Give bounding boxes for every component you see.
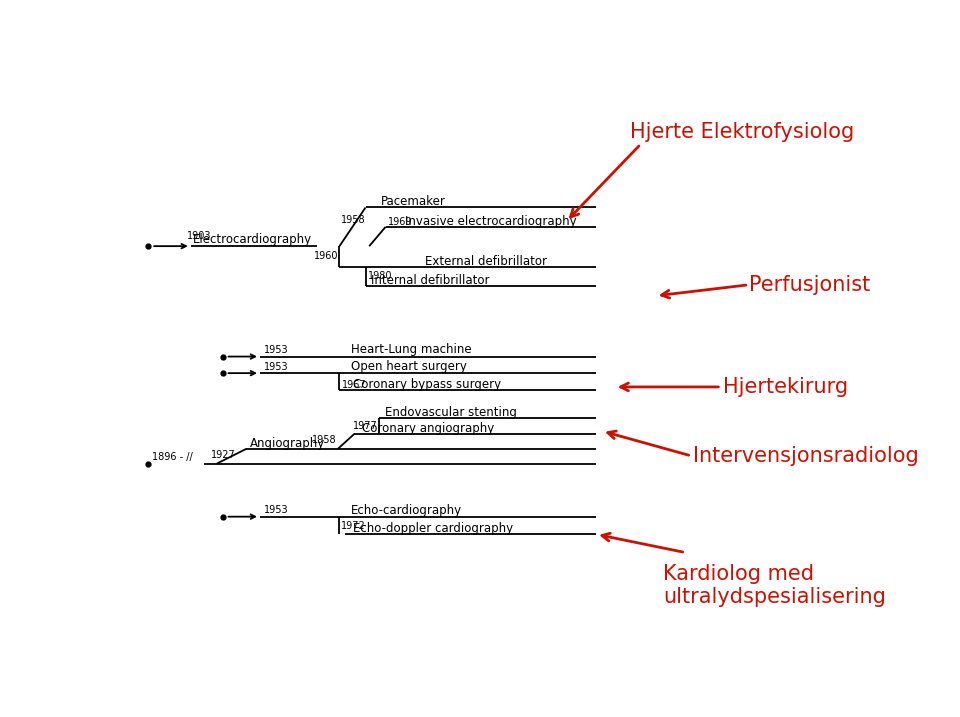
Text: Intervensjonsradiolog: Intervensjonsradiolog [693, 446, 919, 466]
Text: 1960: 1960 [314, 250, 338, 260]
Text: 1953: 1953 [264, 345, 288, 355]
Text: 1972: 1972 [341, 521, 366, 531]
Text: 1958: 1958 [341, 216, 366, 225]
Text: 1980: 1980 [368, 270, 393, 280]
Text: 1977: 1977 [352, 421, 377, 431]
Text: Coronary angiography: Coronary angiography [362, 422, 494, 435]
Text: Hjertekirurg: Hjertekirurg [723, 377, 848, 397]
Text: Perfusjonist: Perfusjonist [749, 275, 870, 295]
Text: 1953: 1953 [264, 361, 288, 371]
Text: 1969: 1969 [388, 217, 413, 227]
Text: Heart-Lung machine: Heart-Lung machine [350, 343, 471, 356]
Text: Electrocardiography: Electrocardiography [193, 233, 312, 246]
Text: 1967: 1967 [342, 380, 367, 390]
Text: Pacemaker: Pacemaker [380, 196, 445, 209]
Text: Hjerte Elektrofysiolog: Hjerte Elektrofysiolog [630, 122, 853, 142]
Text: 1927: 1927 [211, 450, 235, 460]
Text: Echo-cardiography: Echo-cardiography [350, 503, 462, 516]
Text: External defibrillator: External defibrillator [425, 255, 547, 268]
Text: 1896 - //: 1896 - // [152, 452, 193, 462]
Text: 1953: 1953 [264, 505, 288, 515]
Text: Invasive electrocardiography: Invasive electrocardiography [405, 215, 577, 228]
Text: 1958: 1958 [312, 435, 337, 445]
Text: 1903: 1903 [187, 231, 211, 241]
Text: Angiography: Angiography [251, 437, 325, 450]
Text: Endovascular stenting: Endovascular stenting [385, 407, 516, 419]
Text: Kardiolog med
ultralydspesialisering: Kardiolog med ultralydspesialisering [663, 564, 886, 607]
Text: Coronary bypass surgery: Coronary bypass surgery [353, 378, 501, 391]
Text: Echo-doppler cardiography: Echo-doppler cardiography [353, 522, 513, 536]
Text: Internal defibrillator: Internal defibrillator [372, 274, 490, 287]
Text: Open heart surgery: Open heart surgery [350, 360, 467, 373]
